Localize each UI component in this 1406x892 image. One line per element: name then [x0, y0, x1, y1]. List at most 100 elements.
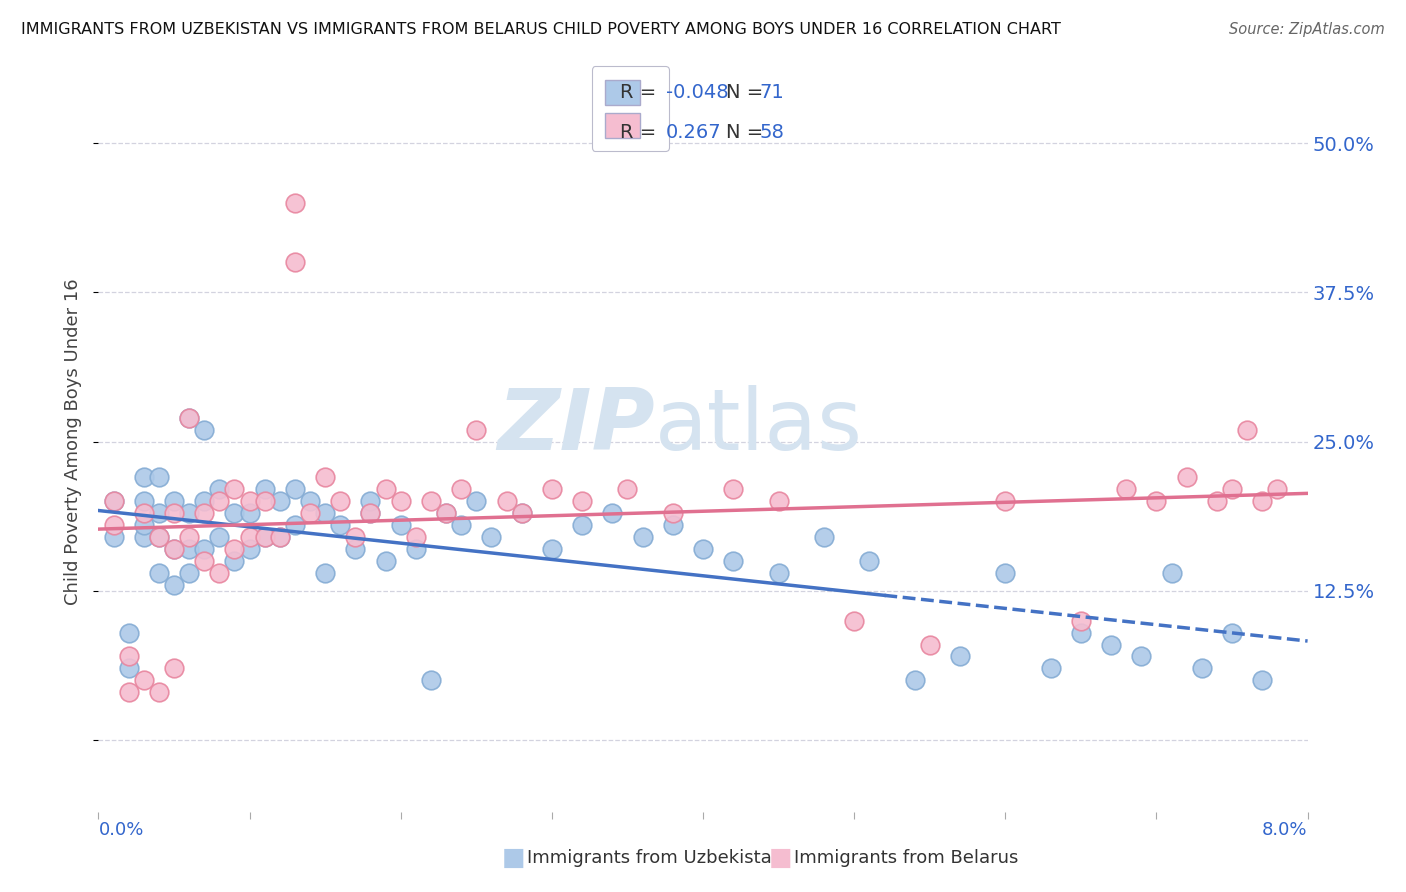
Point — [1099, 638, 1122, 652]
Point — [208, 566, 231, 580]
Point — [360, 494, 382, 508]
Point — [118, 649, 141, 664]
Point — [132, 494, 155, 508]
Point — [540, 483, 562, 497]
Point — [1130, 649, 1153, 664]
Point — [434, 506, 457, 520]
Point — [208, 530, 231, 544]
Point — [918, 638, 941, 652]
Point — [163, 578, 186, 592]
Point — [1175, 470, 1198, 484]
Point — [1267, 483, 1289, 497]
Point — [374, 554, 396, 568]
Point — [314, 566, 336, 580]
Point — [118, 685, 141, 699]
Point — [540, 541, 562, 556]
Point — [269, 530, 291, 544]
Point — [858, 554, 880, 568]
Point — [661, 506, 683, 520]
Point — [132, 673, 155, 688]
Point — [949, 649, 972, 664]
Point — [329, 494, 352, 508]
Point — [344, 530, 367, 544]
Point — [208, 494, 231, 508]
Point — [132, 506, 155, 520]
Point — [208, 483, 231, 497]
Point — [179, 506, 201, 520]
Point — [813, 530, 835, 544]
Point — [1146, 494, 1168, 508]
Point — [148, 530, 170, 544]
Point — [132, 470, 155, 484]
Point — [481, 530, 503, 544]
Point — [284, 255, 307, 269]
Point — [571, 518, 593, 533]
Point — [239, 530, 262, 544]
Point — [723, 554, 745, 568]
Text: atlas: atlas — [655, 385, 863, 468]
Point — [768, 494, 790, 508]
Text: ■: ■ — [769, 847, 792, 870]
Point — [1160, 566, 1182, 580]
Point — [434, 506, 457, 520]
Text: -0.048: -0.048 — [666, 83, 728, 103]
Point — [118, 625, 141, 640]
Point — [723, 483, 745, 497]
Point — [179, 541, 201, 556]
Point — [269, 530, 291, 544]
Point — [450, 483, 472, 497]
Point — [163, 541, 186, 556]
Text: ■: ■ — [502, 847, 524, 870]
Point — [132, 530, 155, 544]
Point — [253, 483, 276, 497]
Text: 8.0%: 8.0% — [1263, 822, 1308, 839]
Point — [602, 506, 624, 520]
Y-axis label: Child Poverty Among Boys Under 16: Child Poverty Among Boys Under 16 — [65, 278, 83, 605]
Point — [239, 541, 262, 556]
Point — [344, 541, 367, 556]
Point — [299, 506, 322, 520]
Point — [284, 483, 307, 497]
Text: R =: R = — [620, 83, 662, 103]
Point — [994, 494, 1017, 508]
Point — [163, 506, 186, 520]
Point — [253, 530, 276, 544]
Point — [299, 494, 322, 508]
Point — [374, 483, 396, 497]
Point — [692, 541, 714, 556]
Point — [389, 494, 412, 508]
Text: N =: N = — [727, 83, 770, 103]
Text: R =: R = — [620, 123, 662, 143]
Point — [148, 685, 170, 699]
Point — [1070, 614, 1092, 628]
Point — [224, 483, 246, 497]
Text: Immigrants from Belarus: Immigrants from Belarus — [794, 849, 1019, 867]
Point — [1191, 661, 1213, 675]
Point — [450, 518, 472, 533]
Point — [465, 494, 488, 508]
Point — [420, 673, 443, 688]
Text: 0.267: 0.267 — [666, 123, 721, 143]
Point — [314, 506, 336, 520]
Point — [193, 554, 215, 568]
Text: Immigrants from Uzbekistan: Immigrants from Uzbekistan — [527, 849, 783, 867]
Point — [510, 506, 533, 520]
Point — [465, 423, 488, 437]
Point — [405, 530, 427, 544]
Point — [103, 518, 125, 533]
Point — [163, 541, 186, 556]
Point — [148, 470, 170, 484]
Point — [571, 494, 593, 508]
Point — [193, 423, 215, 437]
Point — [389, 518, 412, 533]
Point — [329, 518, 352, 533]
Point — [1236, 423, 1258, 437]
Text: Source: ZipAtlas.com: Source: ZipAtlas.com — [1229, 22, 1385, 37]
Point — [1039, 661, 1062, 675]
Point — [904, 673, 927, 688]
Point — [148, 566, 170, 580]
Point — [1220, 625, 1243, 640]
Point — [253, 494, 276, 508]
Point — [163, 661, 186, 675]
Legend: , : , — [592, 66, 669, 152]
